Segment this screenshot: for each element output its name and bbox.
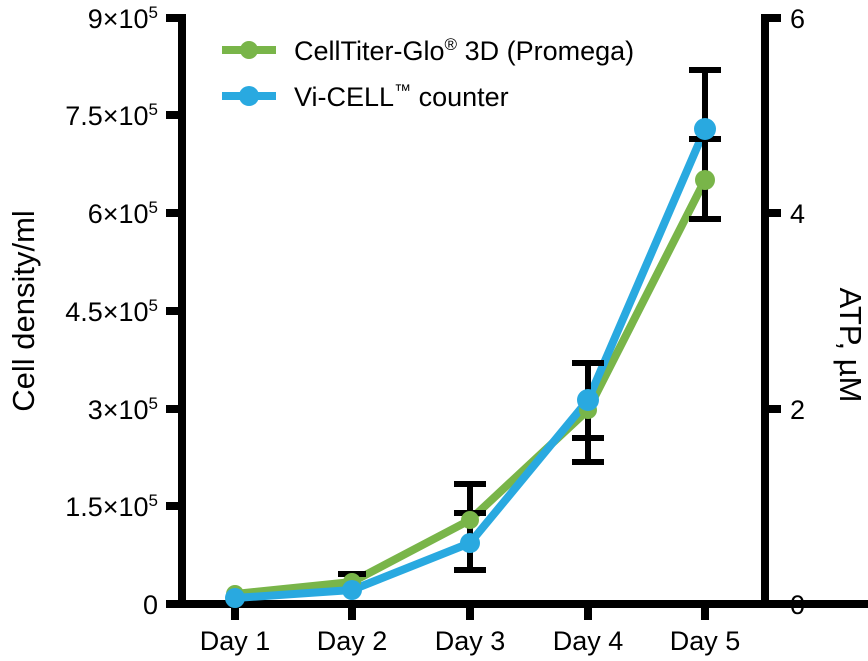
- data-point-green-day-3: [461, 511, 479, 529]
- right-tick-label-6: 6: [790, 4, 805, 34]
- x-axis: Day 1 Day 2 Day 3 Day 4 Day 5: [178, 600, 868, 656]
- legend-label-celltiter-glo: CellTiter-Glo® 3D (Promega): [294, 35, 634, 66]
- x-tick-label-day-1: Day 1: [200, 626, 271, 656]
- x-tick-label-day-4: Day 4: [553, 626, 624, 656]
- left-y-axis: 9×105 7.5×105 6×105 4.5×105 3×105 1.5×10…: [6, 3, 186, 620]
- legend-label-vi-cell: Vi-CELL™ counter: [294, 81, 509, 112]
- legend-item-vi-cell[interactable]: Vi-CELL™ counter: [222, 81, 509, 112]
- x-tick-label-day-5: Day 5: [670, 626, 741, 656]
- data-point-green-day-5: [695, 170, 715, 190]
- right-tick-label-4: 4: [790, 199, 805, 229]
- x-tick-label-day-2: Day 2: [317, 626, 388, 656]
- left-tick-label-0: 0: [143, 590, 158, 620]
- x-tick-label-day-3: Day 3: [435, 626, 506, 656]
- markers-vi-cell: [225, 118, 716, 608]
- right-tick-label-2: 2: [790, 395, 805, 425]
- data-point-blue-day-4: [577, 389, 599, 411]
- left-tick-label-750000: 7.5×105: [65, 100, 158, 131]
- left-axis-title: Cell density/ml: [6, 210, 41, 412]
- left-tick-label-150000: 1.5×105: [65, 491, 158, 522]
- data-point-blue-day-2: [342, 580, 362, 600]
- left-tick-label-450000: 4.5×105: [65, 296, 158, 327]
- chart-legend: CellTiter-Glo® 3D (Promega) Vi-CELL™ cou…: [222, 35, 634, 112]
- left-tick-label-300000: 3×105: [88, 394, 158, 425]
- data-point-blue-day-3: [460, 533, 480, 553]
- left-tick-label-600000: 6×105: [88, 198, 158, 229]
- data-point-blue-day-1: [225, 588, 245, 608]
- legend-swatch-marker-green: [240, 41, 258, 59]
- legend-swatch-marker-blue: [239, 86, 259, 106]
- legend-item-celltiter-glo[interactable]: CellTiter-Glo® 3D (Promega): [222, 35, 634, 66]
- right-y-axis: 6 4 2 0 ATP, µM: [761, 4, 868, 620]
- left-tick-label-900000: 9×105: [88, 3, 158, 34]
- data-point-blue-day-5: [694, 118, 716, 140]
- right-axis-title: ATP, µM: [833, 288, 868, 403]
